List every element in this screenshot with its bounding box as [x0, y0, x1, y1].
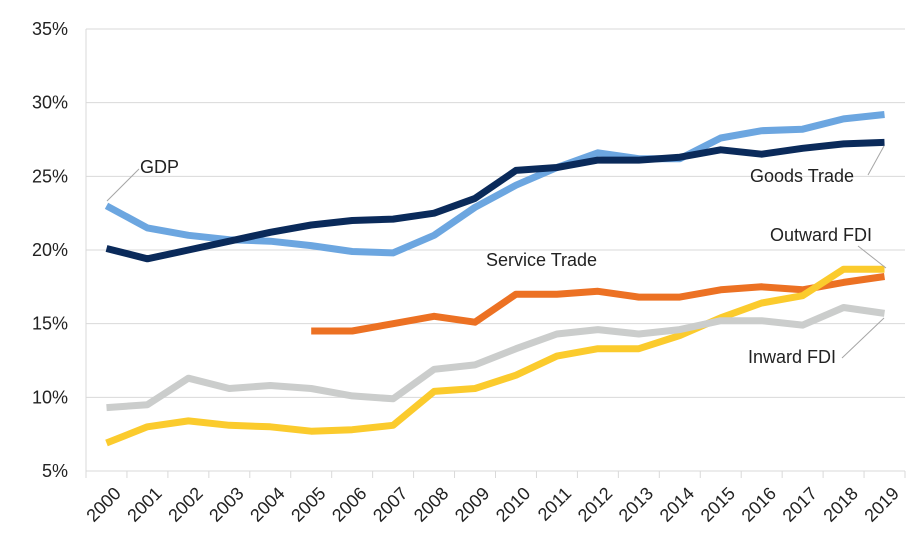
x-tick-label: 2019	[860, 483, 902, 525]
x-tick-label: 2003	[205, 483, 247, 525]
annotations: GDP Goods Trade Outward FDI Service Trade In…	[106, 145, 887, 367]
annotation-leader-line	[857, 245, 887, 269]
x-tick-label: 2006	[328, 483, 370, 525]
x-tick-label: 2015	[697, 483, 739, 525]
gridlines	[86, 28, 905, 398]
y-tick-label: 25%	[32, 166, 68, 186]
series-service-trade-line	[311, 273, 885, 335]
x-tick-label: 2008	[410, 483, 452, 525]
x-tick-label: 2004	[246, 483, 288, 525]
x-tick-label: 2010	[492, 483, 534, 525]
annotation-outward-fdi-label: Outward FDI	[770, 225, 872, 245]
x-tick-label: 2012	[574, 483, 616, 525]
x-tick-label: 2013	[615, 483, 657, 525]
y-tick-label: 30%	[32, 93, 68, 113]
annotation-leader-line	[106, 168, 140, 202]
x-tick-label: 2017	[779, 483, 821, 525]
x-tick-label: 2000	[82, 483, 124, 525]
series-inward-fdi-line	[106, 304, 885, 412]
x-tick-label: 2016	[738, 483, 780, 525]
x-axis-ticks: 2000200120022003200420052006200720082009…	[82, 471, 906, 526]
y-axis-ticks: 5% 10% 15% 20% 25% 30% 35%	[32, 19, 68, 481]
annotation-inward-fdi-label: Inward FDI	[748, 347, 836, 367]
series-lines	[104, 111, 885, 447]
annotation-leader-line	[841, 317, 885, 359]
annotation-goods-trade-label: Goods Trade	[750, 166, 854, 186]
annotation-gdp-label: GDP	[140, 157, 179, 177]
x-tick-label: 2014	[656, 483, 698, 525]
series-goods-trade-line	[105, 138, 885, 263]
x-tick-label: 2018	[819, 483, 861, 525]
series-outward-fdi-line	[105, 265, 885, 447]
y-tick-label: 15%	[32, 314, 68, 334]
x-tick-label: 2001	[123, 483, 165, 525]
y-tick-label: 20%	[32, 240, 68, 260]
annotation-service-trade-label: Service Trade	[486, 250, 597, 270]
x-tick-label: 2011	[534, 483, 576, 525]
annotation-leader-line	[867, 145, 885, 176]
y-tick-label: 10%	[32, 387, 68, 407]
y-tick-label: 35%	[32, 19, 68, 39]
y-tick-label: 5%	[42, 461, 68, 481]
x-tick-label: 2009	[451, 483, 493, 525]
x-tick-label: 2002	[164, 483, 206, 525]
x-tick-label: 2007	[369, 483, 411, 525]
x-tick-label: 2005	[287, 483, 329, 525]
